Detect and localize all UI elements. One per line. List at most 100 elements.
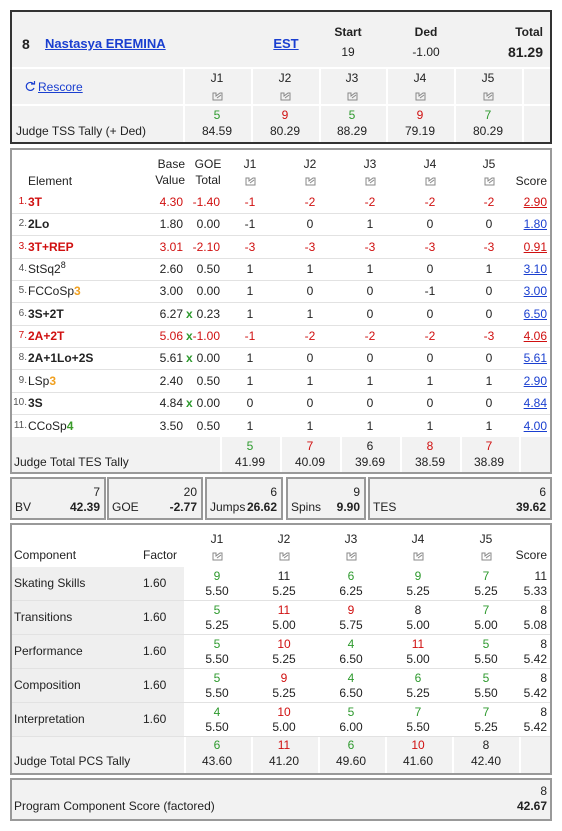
element-score[interactable]: 6.50 (523, 306, 547, 321)
judge-goe: 0 (306, 284, 314, 299)
divider (400, 437, 402, 472)
judge-rank: 9 (414, 569, 422, 583)
judge-icon (305, 177, 316, 186)
summary-value: 26.62 (246, 500, 277, 514)
divider (183, 69, 185, 142)
element-number: 6. (18, 307, 27, 319)
judge-goe: 1 (366, 217, 374, 232)
judge-rank: 7 (482, 603, 490, 617)
nation[interactable]: EST (273, 36, 299, 51)
judge-goe: -2 (483, 195, 495, 209)
bonus-marker: x (186, 351, 193, 366)
base-value: 2.60 (159, 262, 183, 277)
judge-goe: 0 (426, 217, 434, 232)
judge-label: J1 (210, 71, 224, 85)
header-panel (10, 10, 552, 144)
summary-label: TES (373, 500, 397, 514)
judge-goe: -3 (364, 239, 376, 254)
component-name: Composition (14, 678, 81, 692)
row-band (12, 669, 184, 702)
element-number: 1. (18, 196, 27, 207)
element-score[interactable]: 0.91 (523, 239, 547, 254)
row-separator (12, 391, 550, 393)
judge-label: J4 (413, 71, 427, 85)
element-name: CCoSp4 (28, 417, 73, 435)
element-score[interactable]: 2.90 (523, 373, 547, 388)
summary-value: 9.90 (336, 500, 360, 514)
skater-name[interactable]: Nastasya EREMINA (45, 36, 166, 51)
element-code: 3T (28, 195, 43, 209)
judge-goe: 0 (306, 217, 314, 232)
row-separator (12, 600, 550, 601)
judge-goe: 1 (306, 262, 314, 277)
element-name: 3T (28, 193, 42, 211)
judge-mark: 5.00 (272, 720, 296, 734)
judge-tally: 88.29 (336, 124, 368, 138)
row-band (12, 601, 184, 634)
element-number: 4. (18, 263, 27, 275)
element-score[interactable]: 5.61 (523, 351, 547, 366)
judge-mark: 5.25 (406, 584, 430, 598)
judge-goe: 0 (485, 306, 493, 321)
rescore-icon (25, 81, 36, 92)
element-score[interactable]: 3.00 (523, 284, 547, 299)
judge-rank: 5 (482, 671, 490, 685)
factor-header: Factor (143, 548, 178, 562)
element-score[interactable]: 2.90 (523, 195, 547, 209)
judge-goe: 0 (366, 396, 374, 411)
judge-tally: 80.29 (472, 124, 504, 138)
element-name: 3S (28, 394, 43, 412)
judge-tally: 38.59 (414, 455, 446, 469)
judge-label: J5 (479, 532, 493, 546)
summary-label: Spins (291, 500, 322, 514)
component-score: 5.33 (523, 584, 547, 598)
judge-mark: 5.25 (474, 720, 498, 734)
element-code: 3T+REP (28, 239, 74, 254)
judge-label: J5 (481, 71, 495, 85)
judge-tally: 41.20 (268, 754, 300, 768)
judge-goe: 1 (246, 284, 254, 299)
judge-rank: 5 (347, 705, 355, 719)
judge-goe: -3 (483, 329, 495, 344)
bonus-marker: x (186, 329, 193, 344)
component-factor: 1.60 (143, 678, 167, 692)
judge-mark: 5.00 (406, 618, 430, 632)
divider (386, 69, 388, 142)
goe-total: 0.00 (196, 284, 220, 299)
judge-label: J4 (411, 532, 425, 546)
element-score[interactable]: 4.00 (523, 418, 547, 433)
judge-tally: 80.29 (269, 124, 301, 138)
element-score[interactable]: 4.06 (523, 329, 547, 344)
summary-value: 39.62 (515, 500, 546, 514)
judge-goe: 0 (246, 396, 254, 411)
divider (385, 737, 387, 773)
row-band (12, 567, 184, 600)
goe-total: -1.00 (192, 329, 220, 344)
judge-goe: 0 (485, 284, 493, 299)
judge-goe: 1 (246, 306, 254, 321)
base-value: 6.27 (159, 306, 183, 321)
judge-label: J2 (277, 532, 291, 546)
element-number: 2. (18, 218, 27, 230)
judge-goe: 1 (485, 418, 493, 433)
row-separator (12, 634, 550, 635)
judge-tally: 38.89 (473, 455, 505, 469)
judge-icon (365, 177, 376, 186)
row-band (12, 703, 184, 736)
judge-rank: 9 (281, 108, 289, 122)
component-score: 5.42 (523, 686, 547, 700)
element-score[interactable]: 4.84 (523, 396, 547, 411)
judge-rank: 11 (277, 603, 291, 617)
element-number: 10. (13, 397, 27, 409)
base-value: 5.06 (159, 329, 183, 344)
rescore-link[interactable]: Rescore (38, 80, 83, 94)
judge-goe: 1 (306, 306, 314, 321)
judge-mark: 6.25 (339, 584, 363, 598)
judge-rank: 5 (246, 439, 254, 453)
goe-total: 0.50 (196, 262, 220, 277)
element-score[interactable]: 3.10 (523, 262, 547, 277)
judge-mark: 5.25 (272, 686, 296, 700)
element-name: FCCoSp3 (28, 282, 81, 300)
element-score[interactable]: 1.80 (523, 217, 547, 232)
